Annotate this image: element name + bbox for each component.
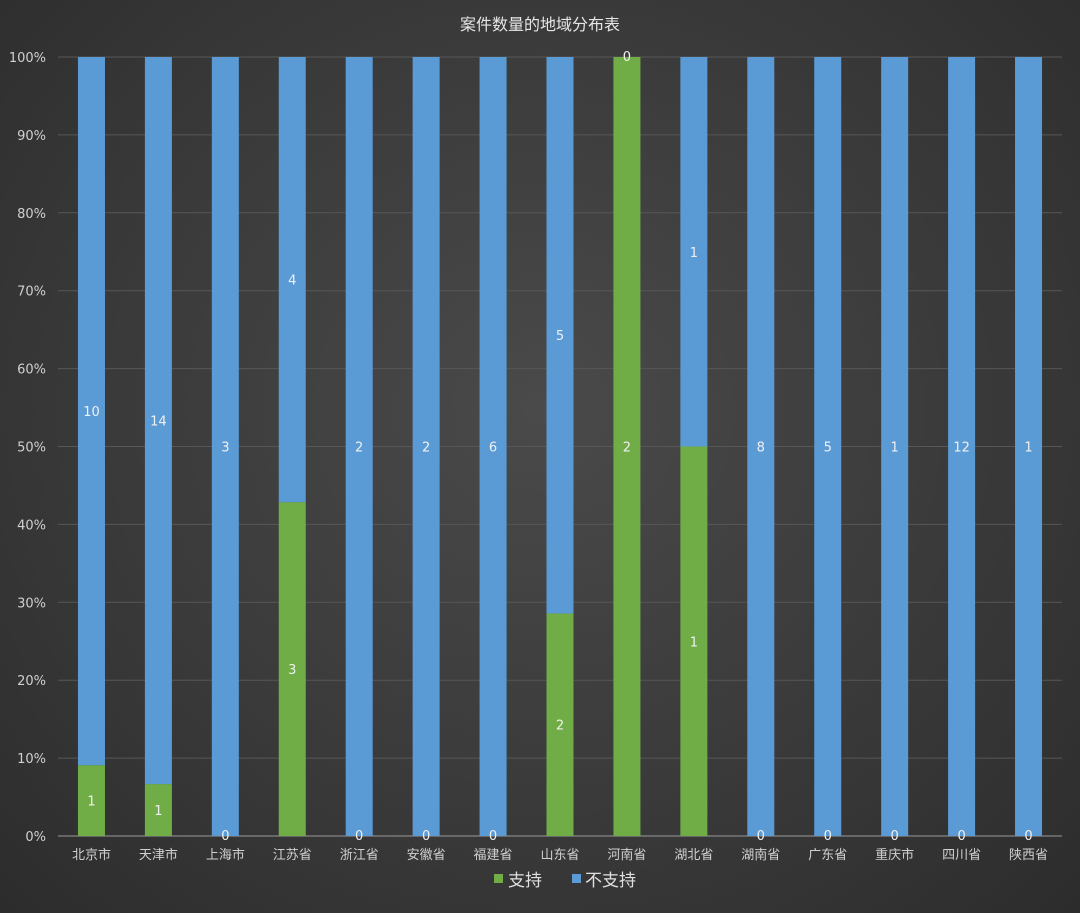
bar-no-support: [1015, 57, 1043, 836]
bar-no-support: [546, 57, 574, 614]
bar-no-support: [412, 57, 440, 836]
x-tick-label: 浙江省: [340, 848, 379, 863]
data-label-support: 0: [957, 829, 965, 844]
data-label-no-support: 5: [824, 441, 832, 456]
bar-no-support: [747, 57, 775, 836]
bar-support: [680, 446, 708, 836]
bar-no-support: [881, 57, 909, 836]
data-label-support: 0: [422, 829, 430, 844]
data-label-no-support: 6: [489, 441, 497, 456]
x-tick-label: 陕西省: [1009, 848, 1048, 863]
data-label-support: 0: [1024, 829, 1032, 844]
data-label-support: 2: [556, 719, 564, 734]
legend-label: 支持: [508, 871, 542, 891]
data-label-no-support: 2: [422, 441, 430, 456]
data-label-support: 3: [288, 663, 296, 678]
y-tick-label: 70%: [17, 285, 46, 300]
x-tick-label: 上海市: [206, 847, 245, 863]
y-tick-label: 80%: [17, 207, 46, 222]
x-tick-label: 广东省: [808, 848, 847, 863]
bar-support: [278, 502, 306, 836]
data-label-no-support: 1: [1024, 441, 1032, 456]
data-label-no-support: 2: [355, 441, 363, 456]
data-label-no-support: 0: [623, 50, 631, 65]
bar-support: [144, 784, 172, 836]
bar-no-support: [680, 57, 708, 447]
data-label-support: 1: [690, 635, 698, 650]
x-tick-label: 河南省: [607, 847, 646, 863]
bar-no-support: [814, 57, 842, 836]
bar-no-support: [144, 57, 172, 785]
x-tick-label: 四川省: [942, 848, 981, 863]
x-tick-label: 湖北省: [674, 848, 713, 863]
bar-no-support: [345, 57, 373, 836]
bar-support: [613, 57, 641, 836]
data-label-support: 0: [355, 829, 363, 844]
data-label-support: 0: [824, 829, 832, 844]
data-label-support: 1: [154, 804, 162, 819]
x-tick-label: 江苏省: [273, 847, 312, 863]
x-tick-label: 福建省: [474, 848, 513, 863]
data-label-support: 1: [87, 795, 95, 810]
legend-swatch: [494, 874, 503, 883]
data-label-no-support: 4: [288, 274, 296, 289]
x-axis: 北京市 天津市 上海市 江苏省 浙江省 安徽省 福建省 山东省 河南省 湖北省 湖南省 广东省 重庆市 四…: [72, 847, 1048, 863]
data-label-no-support: 5: [556, 329, 564, 344]
data-label-support: 2: [623, 441, 631, 456]
y-tick-label: 90%: [17, 129, 46, 144]
bar-support: [546, 613, 574, 836]
data-label-no-support: 12: [953, 441, 970, 456]
legend-swatch: [572, 874, 581, 883]
y-tick-label: 20%: [17, 674, 46, 689]
x-tick-label: 天津市: [139, 847, 178, 863]
bar-no-support: [948, 57, 976, 836]
bar-no-support: [479, 57, 507, 836]
bar-support: [77, 765, 105, 836]
x-tick-label: 山东省: [540, 848, 579, 863]
data-label-support: 0: [221, 829, 229, 844]
data-label-no-support: 10: [83, 405, 100, 420]
x-tick-label: 安徽省: [407, 848, 446, 863]
bar-no-support: [278, 57, 306, 503]
data-label-no-support: 14: [150, 415, 167, 430]
y-tick-label: 60%: [17, 363, 46, 378]
data-label-no-support: 8: [757, 441, 765, 456]
data-label-support: 0: [489, 829, 497, 844]
data-label-support: 0: [891, 829, 899, 844]
bar-no-support: [77, 57, 105, 766]
y-tick-label: 0%: [25, 830, 46, 845]
data-label-no-support: 1: [891, 441, 899, 456]
legend-label: 不支持: [585, 871, 636, 891]
y-tick-label: 50%: [17, 441, 46, 456]
chart-title: 案件数量的地域分布表: [460, 15, 620, 34]
y-tick-label: 100%: [9, 51, 46, 66]
x-tick-label: 湖南省: [741, 847, 780, 863]
y-axis: 0% 10% 20% 30% 40% 50% 60% 70% 80% 90% 100%: [9, 51, 46, 845]
y-tick-label: 10%: [17, 752, 46, 767]
bars: [77, 57, 1043, 836]
x-tick-label: 北京市: [72, 847, 111, 863]
data-label-no-support: 3: [221, 441, 229, 456]
y-tick-label: 40%: [17, 518, 46, 533]
data-label-no-support: 1: [690, 246, 698, 261]
y-tick-label: 30%: [17, 596, 46, 611]
legend[interactable]: 支持 不支持: [494, 871, 636, 891]
bar-no-support: [211, 57, 239, 836]
data-label-support: 0: [757, 829, 765, 844]
x-tick-label: 重庆市: [875, 847, 914, 863]
